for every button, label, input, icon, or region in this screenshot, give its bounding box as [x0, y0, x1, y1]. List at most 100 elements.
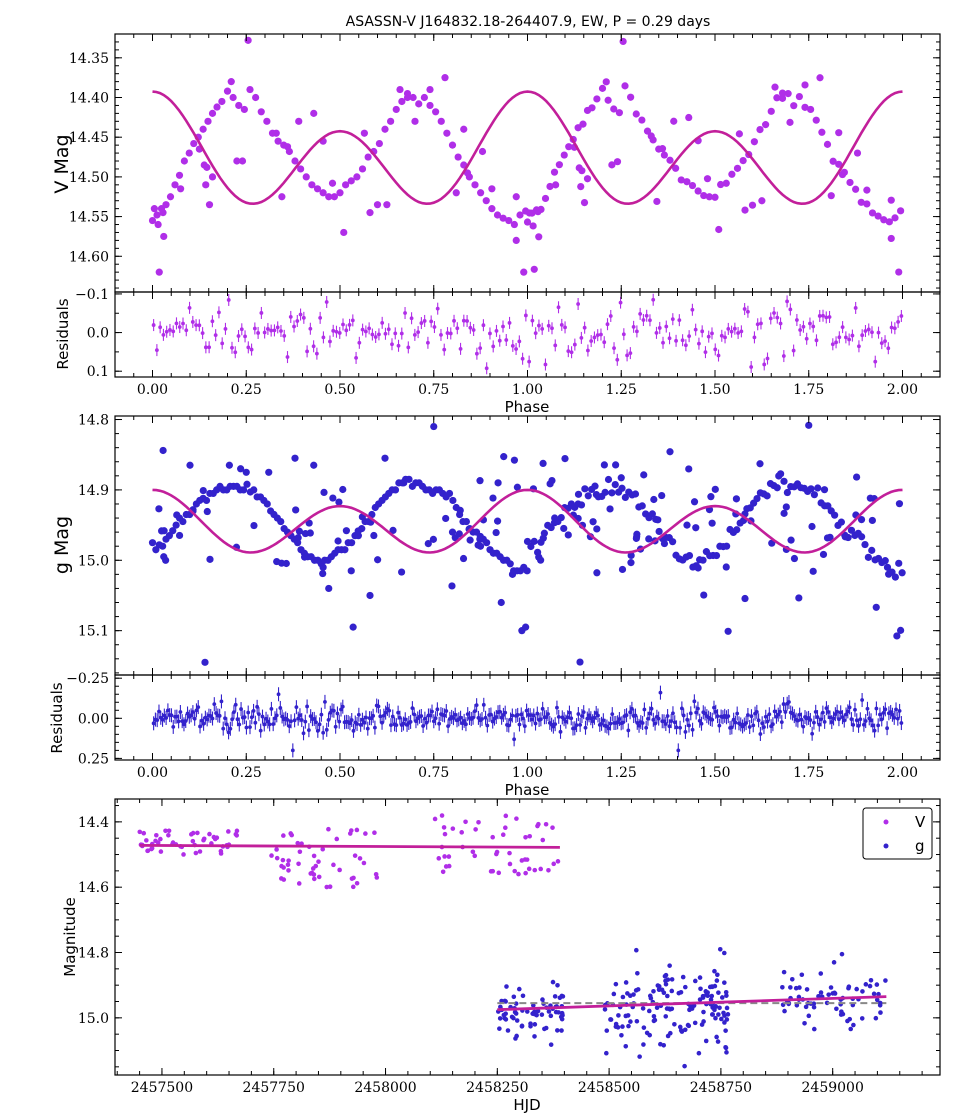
lc-v-point: [532, 867, 538, 873]
lc-v-point: [350, 884, 356, 890]
g-residual-point: [326, 717, 331, 722]
v-residual-point: [252, 326, 257, 331]
lc-v-point: [442, 831, 448, 837]
g-residual-point: [863, 719, 868, 723]
g-residual-point: [592, 715, 597, 720]
light-curve-xlabel: HJD: [513, 1096, 540, 1114]
g-residual-point: [626, 728, 631, 733]
g-point: [618, 484, 626, 492]
v-residual-point: [572, 342, 577, 347]
g-residual-point: [533, 721, 538, 726]
lc-g-point: [863, 982, 869, 987]
lc-g-point: [723, 989, 729, 995]
lc-v-point: [373, 871, 379, 877]
g-residual-point: [301, 731, 306, 736]
v-residual-point: [497, 338, 502, 343]
lc-g-point: [604, 1028, 610, 1033]
v-residual-point: [889, 325, 894, 330]
g-residual-point: [569, 716, 574, 721]
lc-v-point: [296, 881, 302, 886]
v-residual-point: [435, 306, 440, 311]
v-point: [278, 193, 286, 201]
v-point: [246, 85, 254, 94]
g-point: [466, 536, 474, 544]
g-residual-point: [531, 713, 536, 718]
g-residual-point: [312, 716, 317, 721]
lc-v-point: [503, 813, 509, 819]
lc-v-point: [320, 846, 326, 852]
g-residual-point: [376, 704, 381, 709]
g-point: [638, 502, 646, 510]
g-residual-point: [885, 726, 889, 731]
g-residual-point: [546, 712, 550, 716]
v-point: [381, 125, 389, 133]
v-residual-point: [749, 365, 754, 369]
v-point: [383, 201, 391, 209]
g-residual-point: [665, 714, 670, 718]
g-residual-point: [692, 699, 697, 704]
g-point: [206, 555, 214, 563]
g-residual-point: [713, 709, 718, 714]
lc-g-point: [502, 998, 508, 1004]
g-residual-point: [166, 708, 170, 713]
v-residual-point: [230, 345, 234, 350]
g-point: [335, 498, 343, 506]
lc-g-point: [724, 1005, 730, 1011]
g-residual-point: [373, 725, 377, 730]
g-point: [891, 573, 899, 581]
v-residual-point: [690, 307, 695, 312]
g-point: [201, 658, 209, 666]
lc-g-point: [725, 1012, 731, 1017]
g-residual-point: [712, 705, 716, 710]
v-residual-point: [390, 342, 394, 347]
v-point: [154, 220, 162, 229]
g-residual-point: [248, 725, 252, 730]
g-point: [712, 551, 721, 560]
lc-g-point: [828, 985, 834, 990]
v-residual-point: [781, 354, 786, 358]
g-residual-point: [437, 721, 442, 726]
g-point: [173, 511, 181, 519]
g-residual-point: [273, 716, 277, 721]
light-curve-panel: 2457500 2457750 2458000 2458250 2458500 24587…: [78, 798, 941, 1096]
v-mag-panel: 14.35 14.40 14.45 14.50 14.55 14.60: [69, 33, 941, 293]
g-residual-point: [199, 718, 204, 723]
g-point: [707, 493, 715, 501]
v-residual-point: [455, 326, 460, 331]
v-residual-point: [357, 340, 362, 345]
g-residual-point: [778, 709, 782, 714]
lc-g-point: [698, 986, 703, 992]
v-point: [653, 197, 661, 206]
v-point: [244, 36, 252, 44]
lc-v-point: [331, 862, 336, 868]
v-residual-point: [599, 332, 603, 337]
g-residual-point: [212, 702, 217, 707]
g-residual-point: [826, 710, 831, 714]
g-residual-point: [565, 715, 570, 720]
v-point: [223, 87, 232, 95]
v-point: [717, 180, 725, 189]
v-residual-point: [768, 316, 773, 321]
v-point: [510, 220, 518, 229]
v-point: [666, 156, 674, 164]
v-residual-point: [301, 315, 306, 320]
v-point: [520, 268, 528, 276]
lc-g-point: [665, 993, 670, 999]
lc-g-point: [511, 994, 517, 1000]
v-residual-point: [207, 345, 212, 350]
g-residual-point: [242, 715, 247, 720]
v-residual-point: [298, 312, 303, 317]
v-residual-point: [168, 328, 172, 332]
light-curve-ylabel: Magnitude: [61, 897, 79, 976]
lc-g-point: [710, 1012, 716, 1017]
g-residual-point: [822, 719, 827, 724]
v-residual-point: [742, 307, 747, 311]
v-residual-point: [634, 329, 639, 334]
g-residual-point: [219, 699, 224, 704]
lc-g-point: [868, 977, 874, 983]
g-point: [790, 554, 799, 563]
g-residual-point: [189, 713, 194, 718]
lc-g-point: [627, 993, 633, 999]
g-residual-point: [271, 722, 276, 727]
lc-g-point: [839, 1009, 844, 1014]
